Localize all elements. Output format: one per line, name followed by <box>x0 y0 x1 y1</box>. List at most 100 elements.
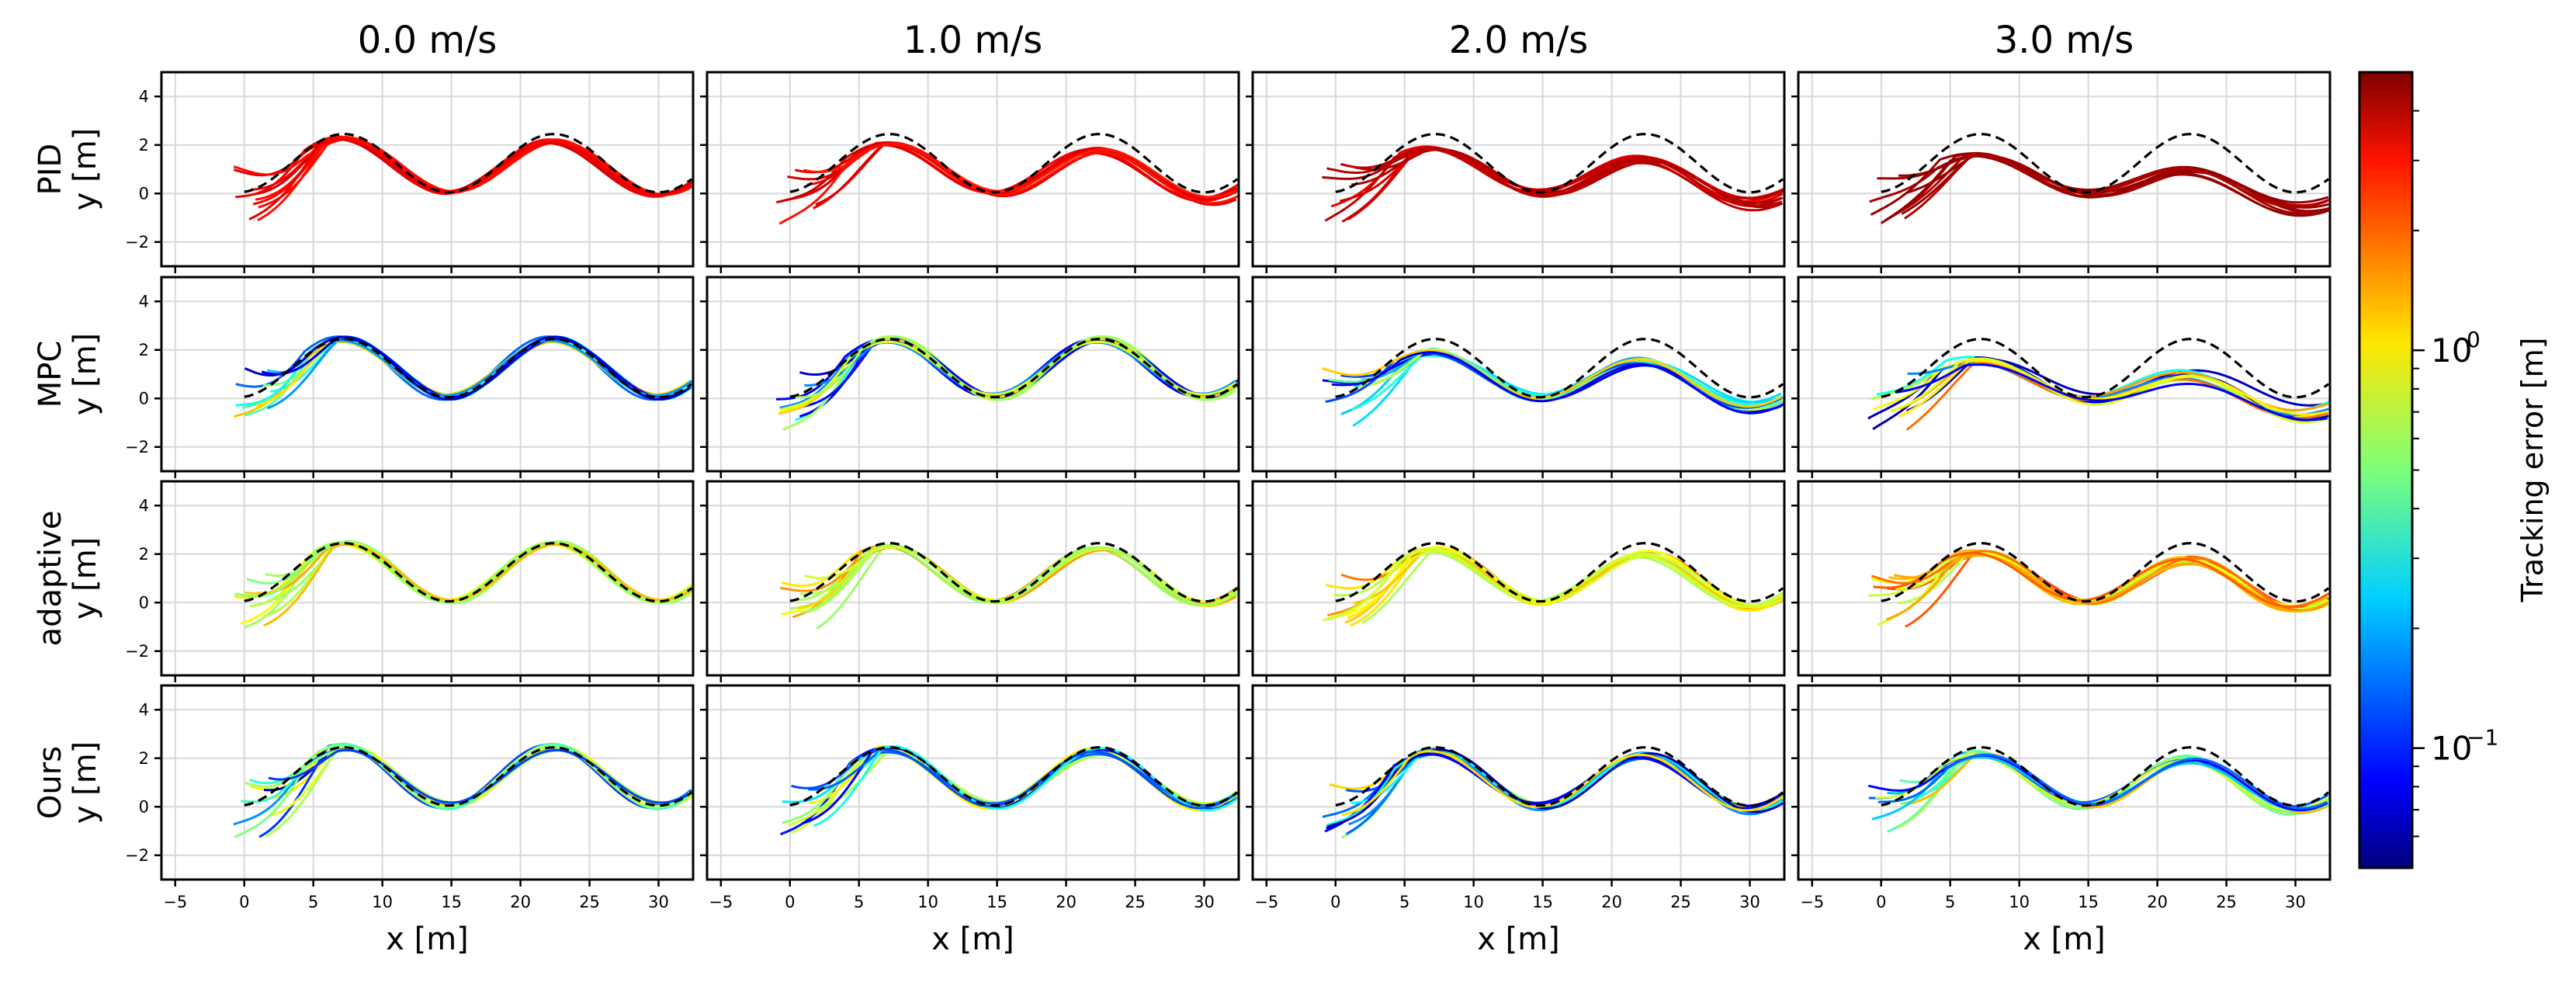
x-axis-label: x [m] <box>931 921 1014 957</box>
ytick-label: −2 <box>125 846 149 865</box>
trajectory-line <box>1331 549 1784 620</box>
y-axis-label: y [m] <box>68 333 103 416</box>
trajectory-line <box>1870 152 2328 216</box>
panel-frame <box>1797 684 2332 881</box>
colorbar-gradient <box>2358 71 2414 869</box>
xtick-label: 30 <box>1739 893 1760 911</box>
trajectory-line <box>1898 751 2330 829</box>
panel-grid <box>161 481 693 675</box>
trajectory-line <box>782 748 1239 824</box>
trajectory-line <box>799 543 1239 614</box>
reference-trajectory <box>1881 133 2330 194</box>
x-axis-label: x [m] <box>386 921 469 957</box>
trajectories <box>1867 746 2330 833</box>
panel-frame <box>160 480 695 677</box>
xtick-label: 25 <box>1125 893 1146 911</box>
reference-trajectory <box>1881 746 2330 807</box>
panel-ours-2: −5 0 5 10 15 20 25 30 x [m] <box>1246 684 1786 957</box>
ytick-label: 0 <box>139 184 149 203</box>
reference-trajectory <box>1881 338 2330 399</box>
y-axis-label: y [m] <box>68 128 103 211</box>
panel-adaptive-0: −2 0 2 4 adaptive y [m] <box>33 480 695 682</box>
panel-grid <box>707 277 1239 471</box>
xtick-label: 30 <box>2285 893 2306 911</box>
ytick-label: 2 <box>139 545 149 564</box>
trajectory-line <box>1904 152 2330 220</box>
row-method-label: adaptive <box>33 511 68 647</box>
ytick-label: 2 <box>139 136 149 154</box>
ytick-label: 0 <box>139 389 149 408</box>
panel-pid-2: 2.0 m/s <box>1246 19 1786 273</box>
trajectory-line <box>1353 550 1783 608</box>
reference-trajectory <box>789 133 1239 194</box>
xtick-label: 0 <box>785 893 795 911</box>
trajectories <box>1322 133 1784 223</box>
trajectory-line <box>1361 550 1784 624</box>
xtick-label: 10 <box>372 893 393 911</box>
xtick-label: 15 <box>441 893 462 911</box>
trajectory-line <box>1326 748 1784 828</box>
xtick-label: −5 <box>709 893 733 911</box>
panel-grid <box>707 685 1239 880</box>
trajectory-line <box>248 138 692 220</box>
reference-trajectory <box>244 338 693 399</box>
trajectory-line <box>1868 755 2329 807</box>
colorbar-tick-exponent: 0 <box>2467 327 2481 352</box>
panel-grid <box>1253 481 1784 675</box>
trajectory-line <box>258 137 691 209</box>
reference-trajectory <box>244 133 693 194</box>
panel-frame <box>160 684 695 881</box>
panel-frame <box>706 276 1240 473</box>
xtick-label: 5 <box>1399 893 1409 911</box>
trajectories <box>234 335 693 418</box>
ytick-label: 2 <box>139 749 149 768</box>
panel-frame <box>706 71 1240 268</box>
trajectory-line <box>1341 750 1784 817</box>
ytick-label: −2 <box>125 233 149 252</box>
panel-pid-3: 3.0 m/s <box>1791 19 2332 273</box>
reference-trajectory <box>1335 542 1784 603</box>
ytick-label: 4 <box>139 87 149 106</box>
panel-frame <box>706 480 1240 677</box>
trajectories <box>1322 542 1784 627</box>
panel-frame <box>1797 480 2332 677</box>
trajectory-line <box>815 142 1238 206</box>
row-method-label: Ours <box>33 746 68 819</box>
trajectories <box>1321 338 1784 427</box>
panel-frame <box>1251 480 1786 677</box>
panel-frame <box>1251 71 1786 268</box>
trajectory-line <box>1895 363 2328 422</box>
reference-trajectory <box>244 542 693 603</box>
xtick-label: 25 <box>579 893 600 911</box>
colorbar-tick-label: 10 <box>2431 730 2472 768</box>
panel-frame <box>160 71 695 268</box>
panel-grid <box>1253 685 1784 880</box>
trajectories <box>234 540 693 629</box>
ytick-label: 4 <box>139 700 149 719</box>
panel-mpc-3 <box>1791 276 2332 478</box>
panel-grid <box>161 277 693 471</box>
xtick-label: 20 <box>510 893 531 911</box>
x-axis-label: x [m] <box>2023 921 2106 957</box>
panel-ours-3: −5 0 5 10 15 20 25 30 x [m] <box>1791 684 2332 957</box>
trajectories <box>1869 133 2330 224</box>
trajectory-line <box>813 144 1239 210</box>
trajectories <box>1868 542 2330 628</box>
column-title: 1.0 m/s <box>903 19 1043 62</box>
panel-ours-0: −2 0 2 4 −5 0 5 10 15 20 25 30 x [m] Ours y [m] <box>33 684 695 957</box>
xtick-label: 20 <box>1056 893 1077 911</box>
ytick-label: −2 <box>125 642 149 661</box>
panel-mpc-0: −2 0 2 4 MPC y [m] <box>33 276 695 478</box>
trajectory-line <box>1873 551 2330 608</box>
panel-grid <box>707 481 1239 675</box>
xtick-label: 20 <box>2147 893 2168 911</box>
xtick-label: −5 <box>1800 893 1824 911</box>
trajectories <box>233 742 693 838</box>
colorbar-label: Tracking error [m] <box>2515 337 2550 602</box>
panel-ours-1: −5 0 5 10 15 20 25 30 x [m] <box>700 684 1240 957</box>
trajectory-line <box>270 744 693 817</box>
panel-frame <box>160 276 695 473</box>
